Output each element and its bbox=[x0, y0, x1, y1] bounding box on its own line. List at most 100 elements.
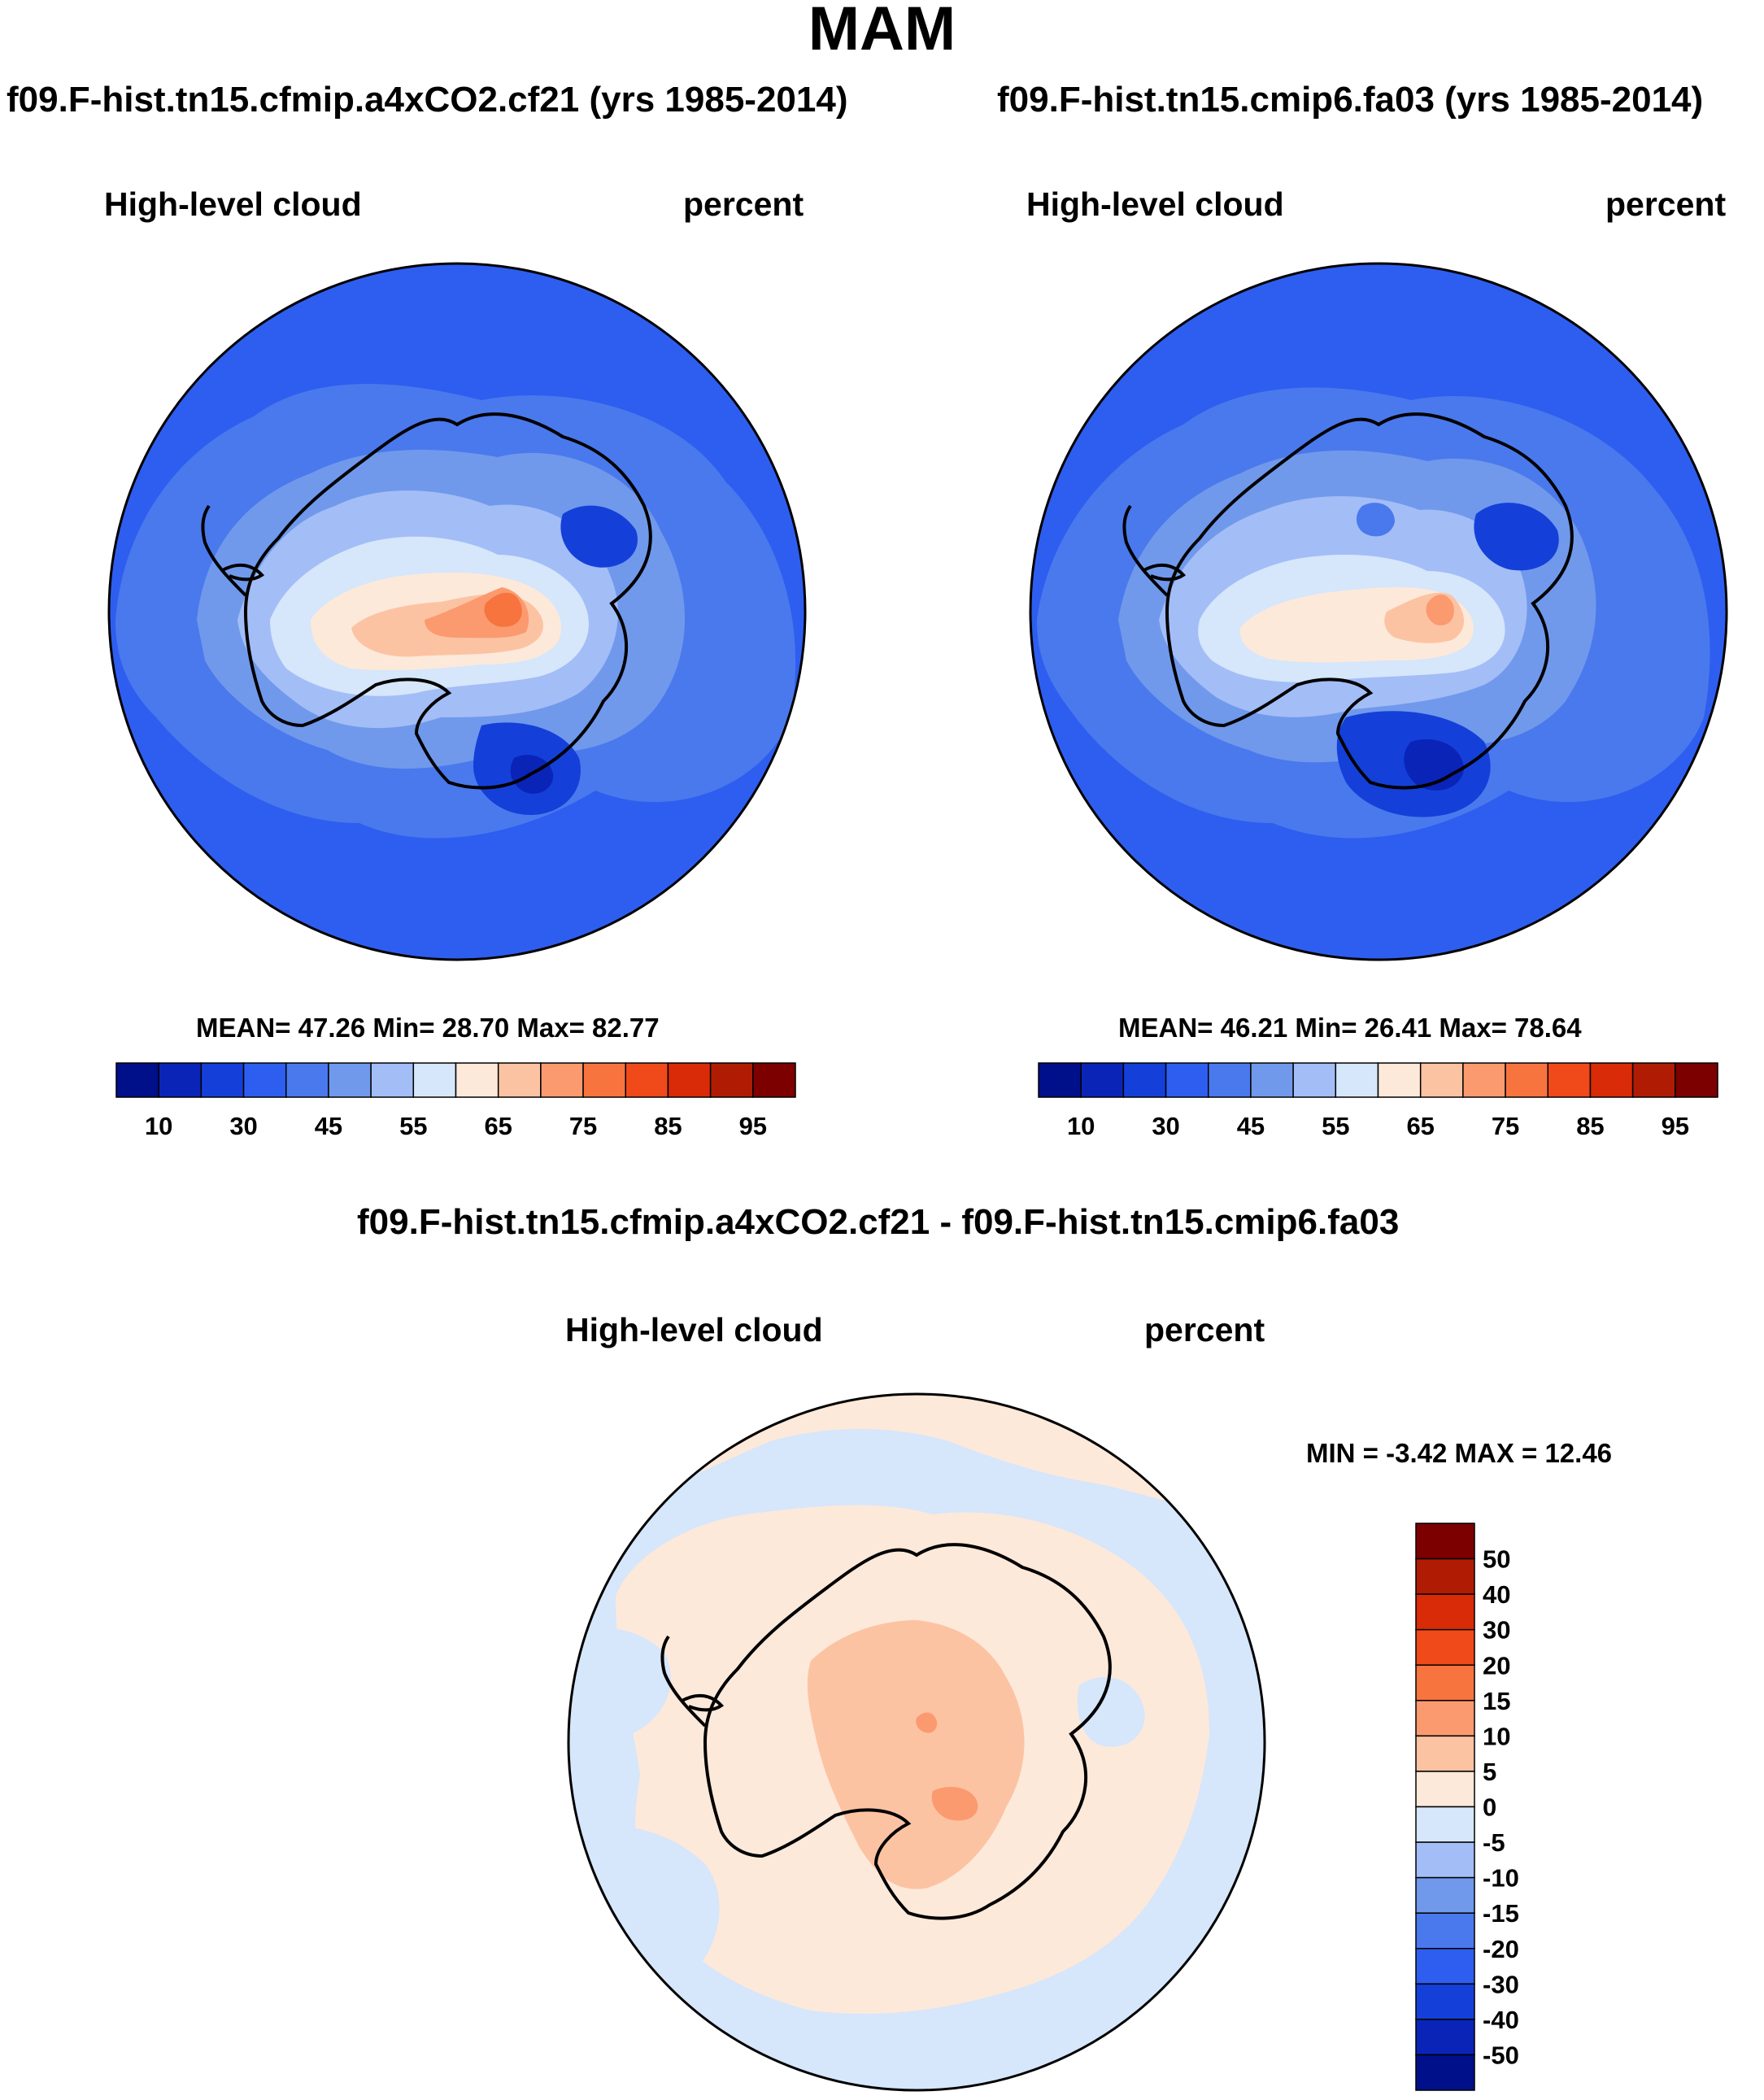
colorbar-swatch bbox=[1415, 2019, 1475, 2056]
colorbar-tick-label: 45 bbox=[1237, 1112, 1265, 1140]
panel2-mean-label: MEAN= bbox=[1118, 1013, 1213, 1043]
colorbar-tick-label: -5 bbox=[1483, 1828, 1505, 1857]
colorbar-tick-label: 30 bbox=[1483, 1616, 1510, 1645]
panel1-max-value: 82.77 bbox=[592, 1013, 660, 1043]
colorbar-tick-label: 10 bbox=[1067, 1112, 1095, 1140]
panel1-peninsula bbox=[201, 504, 265, 597]
panel2-max-label: Max= bbox=[1439, 1013, 1507, 1043]
panel2-band-80 bbox=[1426, 594, 1454, 625]
diff-band-10-15-a bbox=[916, 1712, 938, 1733]
colorbar-tick-label: 95 bbox=[739, 1112, 767, 1140]
colorbar-swatch bbox=[412, 1062, 457, 1098]
panel1-map bbox=[107, 262, 807, 961]
colorbar-swatch bbox=[328, 1062, 372, 1098]
colorbar-tick-label: -20 bbox=[1483, 1935, 1519, 1963]
colorbar-swatch bbox=[1419, 1062, 1464, 1098]
colorbar-swatch bbox=[455, 1062, 499, 1098]
diff-blue-patch-south bbox=[795, 2018, 1087, 2090]
diff-case-title: f09.F-hist.tn15.cfmip.a4xCO2.cf21 - f09.… bbox=[357, 1202, 1400, 1242]
colorbar-tick-label: 55 bbox=[399, 1112, 427, 1140]
colorbar-tick-label: -15 bbox=[1483, 1899, 1519, 1928]
colorbar-tick-label: 85 bbox=[654, 1112, 682, 1140]
panel1-band-85 bbox=[484, 592, 522, 627]
diff-peninsula bbox=[660, 1635, 725, 1727]
colorbar-swatch bbox=[709, 1062, 754, 1098]
colorbar-tick-label: 85 bbox=[1576, 1112, 1604, 1140]
panel1-max-label: Max= bbox=[516, 1013, 585, 1043]
colorbar-swatch bbox=[1415, 1664, 1475, 1701]
colorbar-tick-label: 45 bbox=[315, 1112, 342, 1140]
colorbar-swatch bbox=[667, 1062, 712, 1098]
colorbar-swatch bbox=[1415, 2054, 1475, 2091]
colorbar-swatch bbox=[1505, 1062, 1548, 1098]
diff-min-label: MIN = bbox=[1306, 1438, 1379, 1468]
colorbar-tick-label: 10 bbox=[145, 1112, 172, 1140]
colorbar-tick-label: -50 bbox=[1483, 2041, 1519, 2069]
panel2-colorbar: 10 30 45 55 65 75 85 95 bbox=[1038, 1062, 1718, 1140]
figure-title: MAM bbox=[808, 0, 956, 63]
colorbar-swatch bbox=[1415, 1876, 1475, 1914]
diff-units-label: percent bbox=[1144, 1311, 1265, 1348]
panel2-low-mid bbox=[1356, 503, 1395, 537]
panel1-coastline bbox=[243, 412, 652, 790]
colorbar-swatch bbox=[1415, 1735, 1475, 1772]
colorbar-swatch bbox=[1415, 1912, 1475, 1950]
diff-coastline bbox=[703, 1543, 1112, 1920]
panel2-variable-label: High-level cloud bbox=[1026, 185, 1284, 223]
colorbar-swatch bbox=[752, 1062, 796, 1098]
colorbar-swatch bbox=[1208, 1062, 1252, 1098]
colorbar-swatch bbox=[1415, 1558, 1475, 1595]
colorbar-tick-label: 15 bbox=[1483, 1687, 1510, 1715]
colorbar-swatch bbox=[285, 1062, 329, 1098]
panel1-map-outline bbox=[107, 262, 807, 961]
colorbar-swatch bbox=[1080, 1062, 1125, 1098]
colorbar-swatch bbox=[625, 1062, 669, 1098]
colorbar-tick-label: 75 bbox=[1492, 1112, 1519, 1140]
diff-band-10-15-b bbox=[931, 1787, 978, 1821]
colorbar-tick-label: 10 bbox=[1483, 1722, 1510, 1750]
colorbar-swatch bbox=[200, 1062, 245, 1098]
colorbar-swatch bbox=[1415, 1948, 1475, 1985]
colorbar-swatch bbox=[540, 1062, 584, 1098]
colorbar-swatch bbox=[1415, 1593, 1475, 1631]
panel1-low-east bbox=[560, 505, 638, 568]
colorbar-swatch bbox=[1122, 1062, 1167, 1098]
colorbar-swatch bbox=[158, 1062, 203, 1098]
panel2-units-label: percent bbox=[1605, 185, 1727, 223]
colorbar-tick-label: 65 bbox=[484, 1112, 512, 1140]
diff-variable-label: High-level cloud bbox=[565, 1311, 823, 1348]
colorbar-tick-label: -30 bbox=[1483, 1970, 1519, 1998]
panel2-max-value: 78.64 bbox=[1514, 1013, 1582, 1043]
panel1-mean-value: 47.26 bbox=[298, 1013, 366, 1043]
panel2-coastline bbox=[1165, 412, 1574, 790]
panel1-colorbar: 10 30 45 55 65 75 85 95 bbox=[115, 1062, 796, 1140]
colorbar-swatch bbox=[1377, 1062, 1422, 1098]
colorbar-tick-label: 95 bbox=[1662, 1112, 1689, 1140]
colorbar-swatch bbox=[1415, 1771, 1475, 1808]
diff-max-value: 12.46 bbox=[1544, 1438, 1613, 1468]
colorbar-swatch bbox=[1589, 1062, 1634, 1098]
diff-blue-patch-east bbox=[1077, 1677, 1145, 1747]
colorbar-swatch bbox=[1335, 1062, 1379, 1098]
colorbar-swatch bbox=[1462, 1062, 1506, 1098]
colorbar-tick-label: 65 bbox=[1406, 1112, 1434, 1140]
diff-blue-patch-west bbox=[568, 1627, 671, 1738]
panel2-map-outline bbox=[1029, 262, 1728, 961]
panel1-stats: MEAN= 47.26 Min= 28.70 Max= 82.77 bbox=[196, 1013, 660, 1043]
panel1-case-title: f09.F-hist.tn15.cfmip.a4xCO2.cf21 (yrs 1… bbox=[7, 80, 848, 120]
colorbar-swatch bbox=[1415, 1806, 1475, 1843]
panel2-map bbox=[1029, 262, 1728, 961]
colorbar-swatch bbox=[1415, 1523, 1475, 1560]
colorbar-tick-label: 50 bbox=[1483, 1545, 1510, 1574]
panel1-mean-label: MEAN= bbox=[196, 1013, 291, 1043]
colorbar-swatch bbox=[1038, 1062, 1082, 1098]
diff-max-label: MAX = bbox=[1454, 1438, 1538, 1468]
colorbar-tick-label: 55 bbox=[1322, 1112, 1349, 1140]
colorbar-tick-label: 0 bbox=[1483, 1793, 1496, 1822]
colorbar-swatch bbox=[1415, 1700, 1475, 1737]
colorbar-swatch bbox=[1415, 1983, 1475, 2020]
diff-band-5-10 bbox=[807, 1620, 1025, 1889]
colorbar-swatch bbox=[1292, 1062, 1337, 1098]
colorbar-tick-label: 30 bbox=[1152, 1112, 1179, 1140]
